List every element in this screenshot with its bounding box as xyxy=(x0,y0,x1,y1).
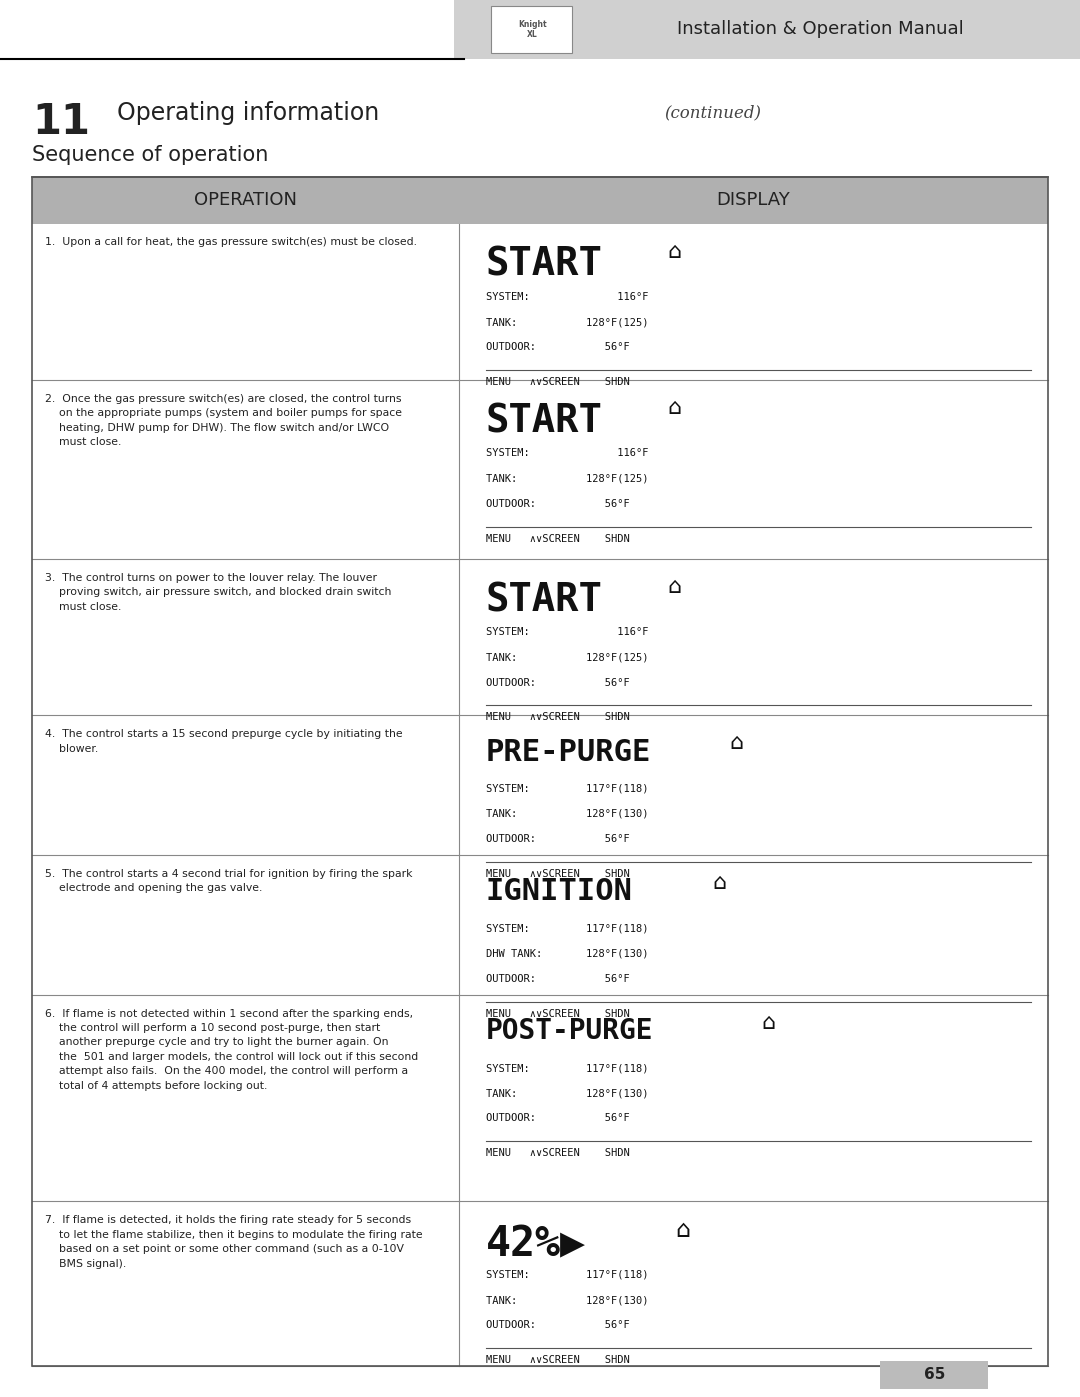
Text: SYSTEM:         117°F(118): SYSTEM: 117°F(118) xyxy=(486,923,648,933)
Text: TANK:           128°F(125): TANK: 128°F(125) xyxy=(486,474,648,483)
Bar xyxy=(32,177,1048,1366)
Bar xyxy=(491,6,572,53)
Text: ⌂: ⌂ xyxy=(667,398,681,418)
Bar xyxy=(880,1361,988,1389)
Text: OUTDOOR:           56°F: OUTDOOR: 56°F xyxy=(486,1320,630,1330)
Text: 3.  The control turns on power to the louver relay. The louver
    proving switc: 3. The control turns on power to the lou… xyxy=(45,573,392,612)
Text: ⌂: ⌂ xyxy=(667,577,681,597)
Text: SYSTEM:         117°F(118): SYSTEM: 117°F(118) xyxy=(486,784,648,793)
Text: IGNITION: IGNITION xyxy=(486,877,633,907)
Text: Sequence of operation: Sequence of operation xyxy=(32,145,269,165)
Text: ⌂: ⌂ xyxy=(713,873,727,893)
Bar xyxy=(32,177,459,224)
Text: PRE-PURGE: PRE-PURGE xyxy=(486,738,651,767)
Text: DHW TANK:       128°F(130): DHW TANK: 128°F(130) xyxy=(486,949,648,958)
Text: 6.  If flame is not detected within 1 second after the sparking ends,
    the co: 6. If flame is not detected within 1 sec… xyxy=(45,1009,419,1091)
Text: START: START xyxy=(486,581,603,619)
Text: SYSTEM:              116°F: SYSTEM: 116°F xyxy=(486,292,648,302)
Text: 4.  The control starts a 15 second prepurge cycle by initiating the
    blower.: 4. The control starts a 15 second prepur… xyxy=(45,729,403,753)
Text: MENU   ∧∨SCREEN    SHDN: MENU ∧∨SCREEN SHDN xyxy=(486,1148,630,1158)
Text: SYSTEM:         117°F(118): SYSTEM: 117°F(118) xyxy=(486,1270,648,1280)
Text: TANK:           128°F(125): TANK: 128°F(125) xyxy=(486,652,648,662)
Text: OUTDOOR:           56°F: OUTDOOR: 56°F xyxy=(486,834,630,844)
Text: MENU   ∧∨SCREEN    SHDN: MENU ∧∨SCREEN SHDN xyxy=(486,1009,630,1018)
Text: MENU   ∧∨SCREEN    SHDN: MENU ∧∨SCREEN SHDN xyxy=(486,534,630,543)
Text: POST-PURGE: POST-PURGE xyxy=(486,1017,653,1045)
Text: 1.  Upon a call for heat, the gas pressure switch(es) must be closed.: 1. Upon a call for heat, the gas pressur… xyxy=(45,237,417,247)
Text: 42%▶: 42%▶ xyxy=(486,1224,586,1266)
Text: DISPLAY: DISPLAY xyxy=(716,191,791,210)
Text: TANK:           128°F(130): TANK: 128°F(130) xyxy=(486,1295,648,1305)
Text: 5.  The control starts a 4 second trial for ignition by firing the spark
    ele: 5. The control starts a 4 second trial f… xyxy=(45,869,413,893)
Text: 11: 11 xyxy=(32,101,91,142)
Text: MENU   ∧∨SCREEN    SHDN: MENU ∧∨SCREEN SHDN xyxy=(486,869,630,879)
Text: OUTDOOR:           56°F: OUTDOOR: 56°F xyxy=(486,342,630,352)
Text: OUTDOOR:           56°F: OUTDOOR: 56°F xyxy=(486,678,630,687)
Text: OUTDOOR:           56°F: OUTDOOR: 56°F xyxy=(486,499,630,509)
Text: ⌂: ⌂ xyxy=(761,1013,775,1032)
Text: ⌂: ⌂ xyxy=(675,1218,690,1242)
Text: TANK:           128°F(125): TANK: 128°F(125) xyxy=(486,317,648,327)
Text: OUTDOOR:           56°F: OUTDOOR: 56°F xyxy=(486,1113,630,1123)
Text: Installation & Operation Manual: Installation & Operation Manual xyxy=(677,21,964,38)
Text: SYSTEM:              116°F: SYSTEM: 116°F xyxy=(486,627,648,637)
Text: START: START xyxy=(486,402,603,440)
Text: 2.  Once the gas pressure switch(es) are closed, the control turns
    on the ap: 2. Once the gas pressure switch(es) are … xyxy=(45,394,403,447)
Text: OPERATION: OPERATION xyxy=(194,191,297,210)
Text: TANK:           128°F(130): TANK: 128°F(130) xyxy=(486,809,648,819)
Text: Knight
XL: Knight XL xyxy=(518,20,546,39)
Text: ⌂: ⌂ xyxy=(729,733,743,753)
Text: SYSTEM:         117°F(118): SYSTEM: 117°F(118) xyxy=(486,1063,648,1073)
Text: SYSTEM:              116°F: SYSTEM: 116°F xyxy=(486,448,648,458)
Text: Operating information: Operating information xyxy=(117,101,379,124)
Text: TANK:           128°F(130): TANK: 128°F(130) xyxy=(486,1088,648,1098)
Text: 7.  If flame is detected, it holds the firing rate steady for 5 seconds
    to l: 7. If flame is detected, it holds the fi… xyxy=(45,1215,423,1268)
Text: MENU   ∧∨SCREEN    SHDN: MENU ∧∨SCREEN SHDN xyxy=(486,712,630,722)
Text: ⌂: ⌂ xyxy=(667,242,681,261)
Text: MENU   ∧∨SCREEN    SHDN: MENU ∧∨SCREEN SHDN xyxy=(486,377,630,387)
Bar xyxy=(459,177,1048,224)
Text: 65: 65 xyxy=(923,1368,945,1382)
Bar xyxy=(454,0,1080,59)
Text: START: START xyxy=(486,246,603,284)
Text: (continued): (continued) xyxy=(664,105,761,122)
Text: OUTDOOR:           56°F: OUTDOOR: 56°F xyxy=(486,974,630,983)
Text: MENU   ∧∨SCREEN    SHDN: MENU ∧∨SCREEN SHDN xyxy=(486,1355,630,1365)
